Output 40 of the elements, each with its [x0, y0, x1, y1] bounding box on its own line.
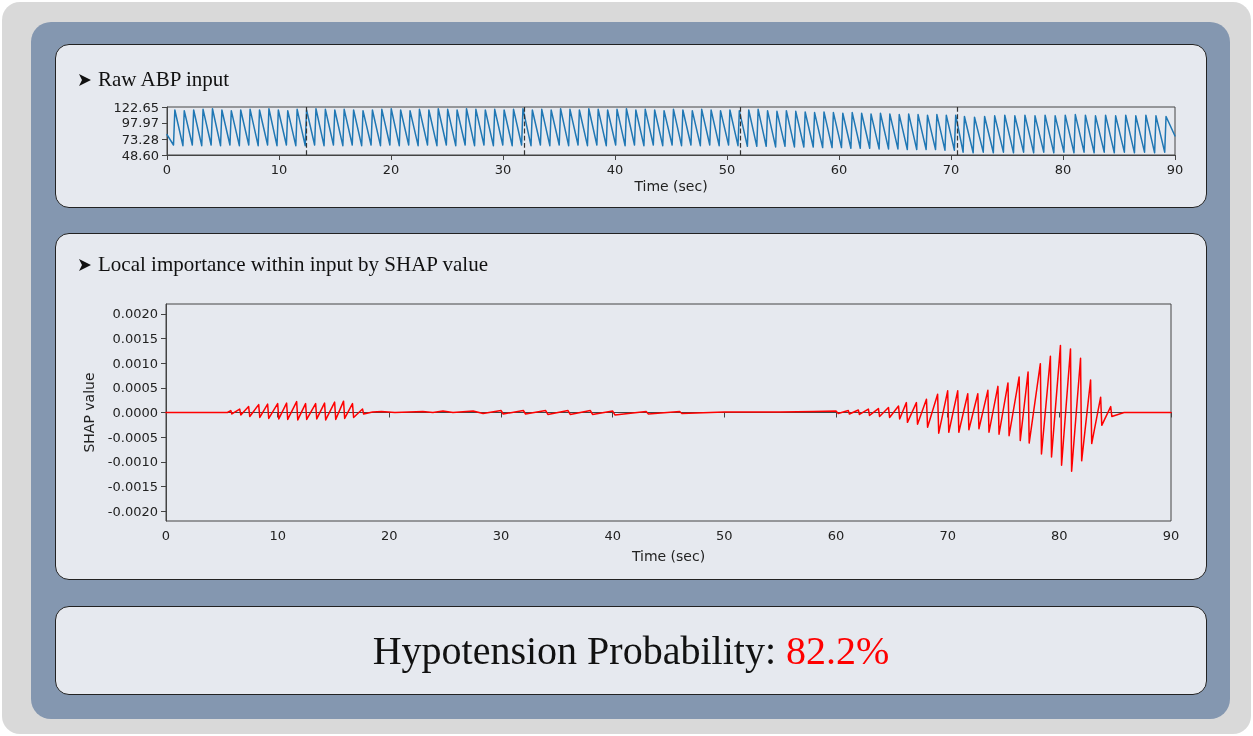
x-tick-label: 30: [492, 528, 510, 543]
x-tick-label: 10: [269, 528, 286, 543]
y-tick-label: 73.28: [121, 131, 159, 147]
y-tick-label: -0.0015: [107, 478, 158, 494]
x-tick-label: 30: [494, 162, 512, 177]
y-tick-label: 0.0005: [112, 380, 158, 396]
x-tick-label: 90: [1166, 162, 1184, 177]
x-tick-label: 80: [1051, 528, 1068, 543]
x-tick-label: 60: [830, 162, 848, 177]
x-tick-label: 20: [381, 528, 398, 543]
y-tick-label: 97.97: [121, 115, 159, 131]
text: Hypotension Probability:: [372, 628, 776, 673]
y-tick-label: 0.0000: [112, 405, 158, 420]
x-tick-label: 40: [604, 528, 621, 543]
y-tick-label: 0.0010: [112, 355, 158, 371]
y-tick-label: -0.0010: [107, 454, 158, 470]
x-tick-label: 50: [718, 162, 736, 177]
x-tick-label: 90: [1162, 528, 1180, 543]
y-tick-label: 0.0015: [112, 331, 158, 347]
x-tick-label: 0: [162, 162, 172, 177]
x-tick-label: 40: [606, 162, 624, 177]
chart-title: Local importance within input by SHAP value: [98, 252, 488, 276]
text: 82.2%: [786, 628, 890, 673]
y-tick-label: 122.65: [113, 99, 159, 115]
x-axis-title: Time (sec): [633, 178, 708, 194]
x-tick-label: 60: [827, 528, 845, 543]
x-tick-label: 70: [942, 162, 960, 177]
y-tick-label: -0.0020: [107, 503, 158, 519]
x-tick-label: 0: [161, 528, 171, 543]
chart-title: Raw ABP input: [98, 67, 230, 91]
x-tick-label: 70: [939, 528, 956, 543]
y-axis-title: SHAP value: [81, 372, 97, 453]
x-tick-label: 80: [1054, 162, 1072, 177]
x-axis-title: Time (sec): [630, 548, 706, 564]
x-tick-label: 50: [716, 528, 733, 543]
x-tick-label: 20: [382, 162, 400, 177]
x-tick-label: 10: [270, 162, 288, 177]
y-tick-label: 0.0020: [112, 306, 158, 322]
y-tick-label: 48.60: [121, 147, 159, 163]
y-tick-label: -0.0005: [107, 429, 158, 445]
